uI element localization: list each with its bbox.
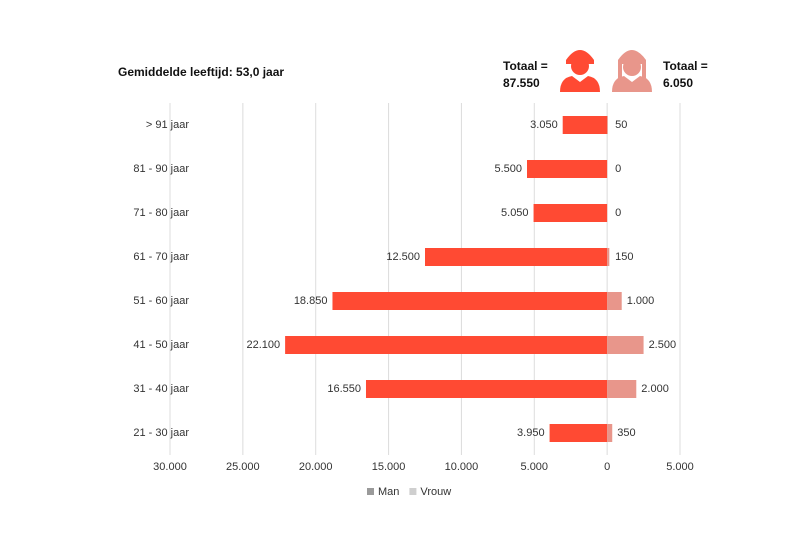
x-tick-label: 30.000 — [153, 461, 187, 473]
x-tick-label: 0 — [604, 461, 610, 473]
value-label: 22.100 — [246, 339, 280, 351]
bar — [425, 248, 608, 266]
x-tick-label: 15.000 — [372, 461, 406, 473]
bar — [549, 424, 608, 442]
x-tick-label: 5.000 — [666, 461, 694, 473]
category-label: > 91 jaar — [146, 119, 189, 131]
value-label: 2.000 — [641, 383, 669, 395]
bar — [607, 116, 608, 134]
total-label: Totaal = — [503, 59, 548, 73]
bar — [527, 160, 608, 178]
value-label: 0 — [615, 207, 621, 219]
female-icon — [612, 50, 652, 92]
x-tick-label: 25.000 — [226, 461, 260, 473]
category-label: 31 - 40 jaar — [133, 383, 189, 395]
total-value: 6.050 — [663, 76, 693, 90]
x-tick-label: 5.000 — [521, 461, 549, 473]
bar — [285, 336, 608, 354]
value-label: 3.950 — [517, 427, 545, 439]
legend-label: Vrouw — [420, 486, 451, 498]
legend-label: Man — [378, 486, 399, 498]
category-label: 81 - 90 jaar — [133, 163, 189, 175]
bar — [607, 292, 622, 310]
category-label: 71 - 80 jaar — [133, 207, 189, 219]
total-label: Totaal = — [663, 59, 708, 73]
bar — [365, 380, 608, 398]
bar — [607, 248, 610, 266]
value-label: 1.000 — [627, 295, 655, 307]
x-tick-label: 20.000 — [299, 461, 333, 473]
bar — [533, 204, 608, 222]
category-label: 21 - 30 jaar — [133, 427, 189, 439]
legend-swatch — [409, 488, 417, 495]
value-label: 150 — [615, 251, 633, 263]
value-label: 18.850 — [294, 295, 328, 307]
legend-swatch — [367, 488, 374, 495]
bar — [607, 380, 637, 398]
value-label: 3.050 — [530, 119, 558, 131]
total-value: 87.550 — [503, 76, 540, 90]
bar — [332, 292, 608, 310]
category-label: 41 - 50 jaar — [133, 339, 189, 351]
value-label: 5.500 — [494, 163, 522, 175]
value-label: 350 — [617, 427, 635, 439]
value-label: 50 — [615, 119, 627, 131]
value-label: 12.500 — [386, 251, 420, 263]
category-label: 61 - 70 jaar — [133, 251, 189, 263]
bar — [607, 336, 644, 354]
value-label: 5.050 — [501, 207, 529, 219]
average-age: Gemiddelde leeftijd: 53,0 jaar — [118, 65, 284, 79]
value-label: 0 — [615, 163, 621, 175]
value-label: 16.550 — [327, 383, 361, 395]
x-tick-label: 10.000 — [445, 461, 479, 473]
bar — [562, 116, 608, 134]
male-icon — [560, 50, 600, 92]
category-label: 51 - 60 jaar — [133, 295, 189, 307]
bar — [607, 424, 613, 442]
value-label: 2.500 — [649, 339, 677, 351]
